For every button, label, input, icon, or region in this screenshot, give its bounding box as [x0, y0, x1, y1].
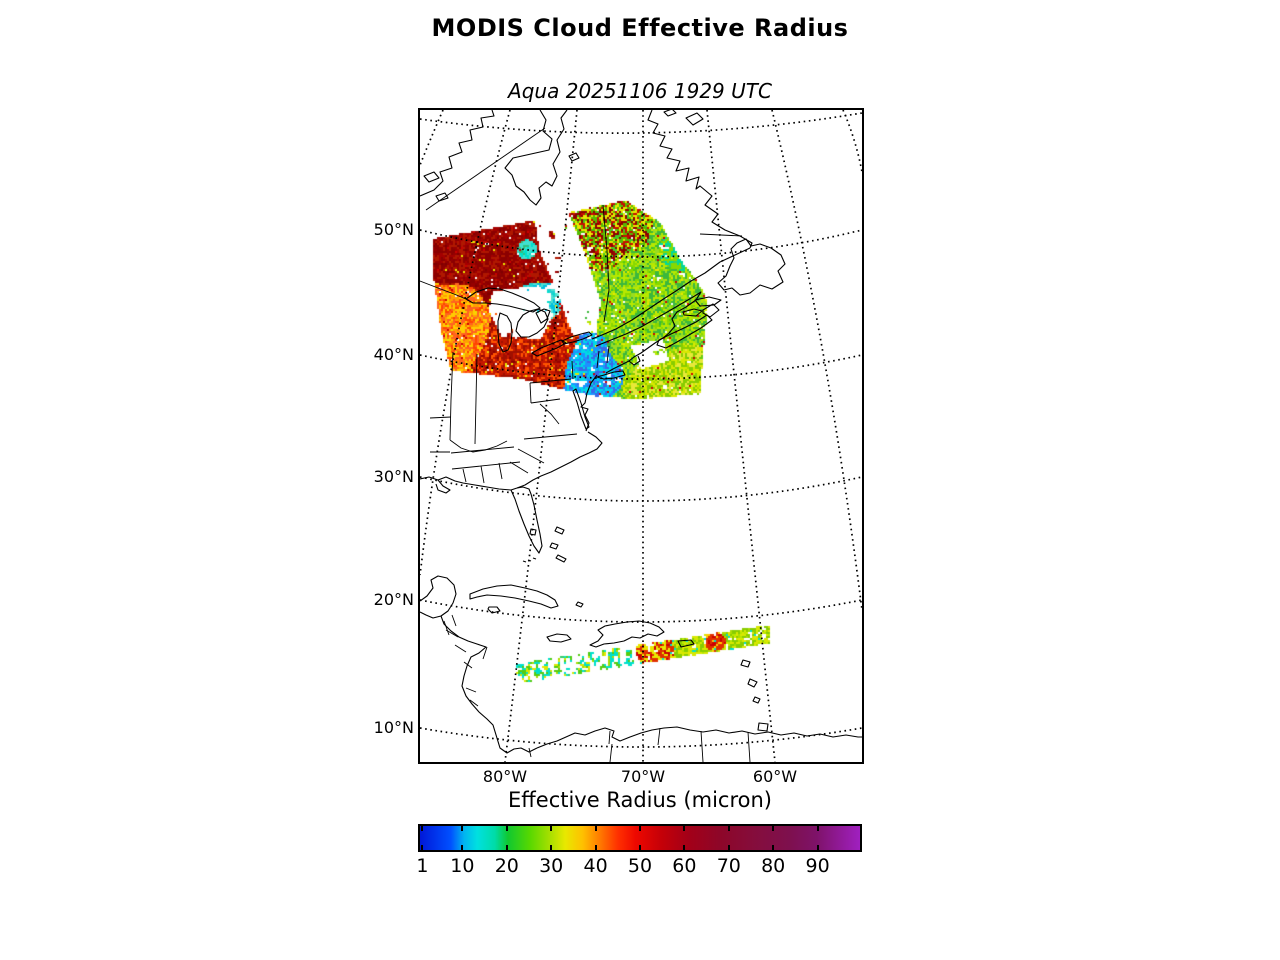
colorbar-tickmark	[505, 845, 508, 850]
colorbar-tickmark	[816, 826, 819, 831]
colorbar-tickmark	[550, 845, 553, 850]
swath-data-layer	[420, 110, 862, 762]
coastlines	[420, 110, 862, 754]
colorbar-tickmark	[461, 845, 464, 850]
colorbar-tickmark	[461, 826, 464, 831]
lat-tick-label: 20°N	[373, 590, 414, 609]
colorbar-tickmark	[421, 845, 424, 850]
colorbar-tickmark	[639, 845, 641, 850]
colorbar-tick-label: 10	[450, 855, 475, 877]
page-title: MODIS Cloud Effective Radius	[431, 14, 849, 42]
colorbar-tick-label: 20	[494, 855, 519, 877]
colorbar-tick-label: 50	[627, 855, 653, 877]
colorbar-label: Effective Radius (micron)	[508, 788, 772, 812]
colorbar-tickmark	[816, 845, 819, 850]
colorbar-tick-label: 30	[539, 855, 564, 877]
colorbar-tick-label: 60	[672, 855, 697, 877]
lon-tick-label: 60°W	[752, 767, 798, 786]
colorbar-tickmark	[594, 845, 597, 850]
political-borders	[420, 127, 751, 762]
colorbar-tickmark	[550, 826, 553, 831]
colorbar-tickmark	[594, 826, 597, 831]
great-lakes	[465, 287, 593, 357]
colorbar-tickmark	[421, 826, 424, 831]
lat-tick-label: 30°N	[373, 467, 414, 486]
colorbar-tickmark	[505, 826, 508, 831]
graticule	[420, 110, 862, 762]
lat-tick-label: 40°N	[373, 345, 414, 364]
lat-tick-label: 10°N	[373, 718, 414, 737]
colorbar-tick-label: 90	[805, 855, 830, 877]
colorbar-tick-label: 40	[583, 855, 608, 877]
colorbar-tickmark	[639, 826, 641, 831]
colorbar-tickmark	[772, 845, 775, 850]
lat-tick-label: 50°N	[373, 220, 414, 239]
lon-tick-label: 70°W	[620, 767, 666, 786]
map-panel	[418, 108, 864, 764]
colorbar-tickmark	[772, 826, 775, 831]
colorbar-tick-label: 1	[416, 855, 429, 877]
basemap	[420, 110, 862, 762]
colorbar-tickmark	[727, 826, 730, 831]
lon-tick-label: 80°W	[482, 767, 528, 786]
colorbar-tick-label: 80	[761, 855, 786, 877]
subtitle: Aqua 20251106 1929 UTC	[508, 79, 772, 103]
colorbar-tick-label: 70	[716, 855, 741, 877]
colorbar-tickmark	[683, 826, 686, 831]
colorbar-tickmark	[683, 845, 686, 850]
colorbar-tickmark	[727, 845, 730, 850]
